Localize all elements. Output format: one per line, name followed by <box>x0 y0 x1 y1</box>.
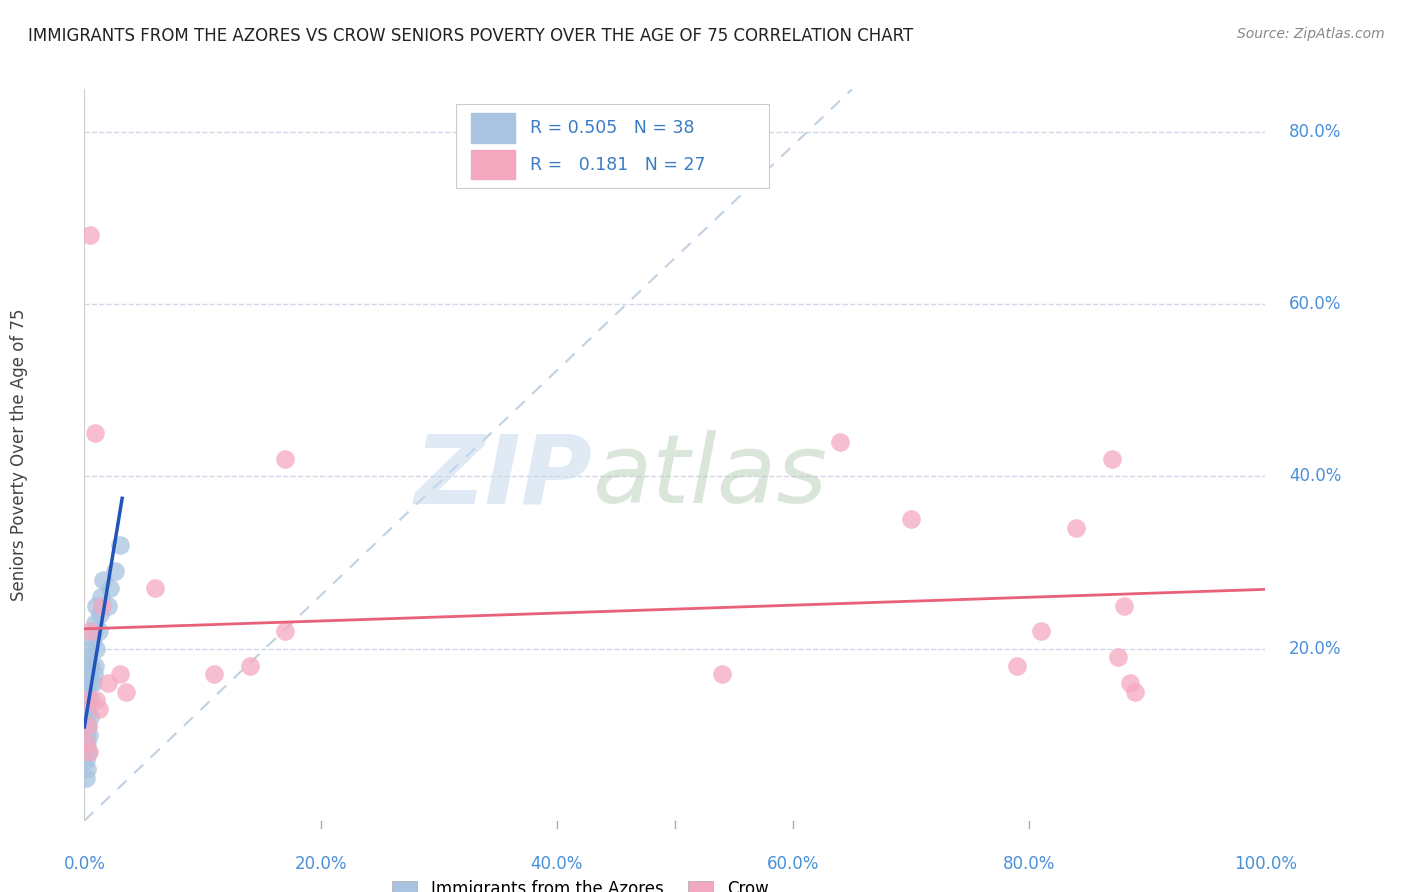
Point <box>97 676 120 690</box>
Point <box>711 667 734 681</box>
Point <box>108 667 131 681</box>
Point <box>77 658 100 673</box>
Point <box>1101 452 1123 467</box>
Text: 60.0%: 60.0% <box>1289 295 1341 313</box>
Point <box>75 736 97 750</box>
Point <box>80 693 103 707</box>
Point <box>84 658 107 673</box>
Point <box>239 658 262 673</box>
Point <box>76 650 98 665</box>
Point <box>104 564 127 578</box>
Point <box>83 624 105 639</box>
Point <box>1066 521 1088 535</box>
Point <box>77 728 100 742</box>
Point <box>143 582 166 596</box>
Point <box>77 693 100 707</box>
Text: 20.0%: 20.0% <box>1289 640 1341 657</box>
Text: 40.0%: 40.0% <box>530 855 583 873</box>
Point <box>900 512 922 526</box>
Text: R = 0.505   N = 38: R = 0.505 N = 38 <box>530 119 695 137</box>
Point <box>1029 624 1052 639</box>
Point <box>79 228 101 243</box>
Point <box>79 641 101 656</box>
Point <box>91 573 114 587</box>
Point <box>274 624 297 639</box>
Point <box>77 745 100 759</box>
Text: Source: ZipAtlas.com: Source: ZipAtlas.com <box>1237 27 1385 41</box>
Point <box>80 658 103 673</box>
Point <box>202 667 225 681</box>
Point <box>84 641 107 656</box>
Point <box>76 702 98 716</box>
Point <box>75 728 97 742</box>
Point <box>98 582 121 596</box>
Point <box>1118 676 1140 690</box>
Point <box>87 624 110 639</box>
Text: Seniors Poverty Over the Age of 75: Seniors Poverty Over the Age of 75 <box>10 309 28 601</box>
Point <box>82 632 104 647</box>
Text: 80.0%: 80.0% <box>1289 123 1341 141</box>
Text: atlas: atlas <box>592 430 827 524</box>
Point <box>84 426 107 441</box>
Point <box>114 684 136 698</box>
Text: 100.0%: 100.0% <box>1234 855 1296 873</box>
Point <box>1112 599 1135 613</box>
Point <box>1107 650 1129 665</box>
Point <box>75 753 97 767</box>
Point <box>79 624 101 639</box>
Bar <box>471 150 516 179</box>
Bar <box>471 113 516 143</box>
FancyBboxPatch shape <box>457 103 769 188</box>
Text: 20.0%: 20.0% <box>294 855 347 873</box>
Point <box>84 693 107 707</box>
Point <box>75 771 97 785</box>
Text: 40.0%: 40.0% <box>1289 467 1341 485</box>
Point <box>1007 658 1029 673</box>
Point <box>79 676 101 690</box>
Point <box>82 676 104 690</box>
Point <box>84 599 107 613</box>
Point <box>87 702 110 716</box>
Text: 80.0%: 80.0% <box>1002 855 1056 873</box>
Point <box>77 719 100 733</box>
Legend: Immigrants from the Azores, Crow: Immigrants from the Azores, Crow <box>385 873 775 892</box>
Point <box>97 599 120 613</box>
Text: 60.0%: 60.0% <box>766 855 820 873</box>
Point <box>830 435 852 450</box>
Text: IMMIGRANTS FROM THE AZORES VS CROW SENIORS POVERTY OVER THE AGE OF 75 CORRELATIO: IMMIGRANTS FROM THE AZORES VS CROW SENIO… <box>28 27 914 45</box>
Point <box>84 615 107 630</box>
Point <box>77 667 100 681</box>
Point <box>1125 684 1147 698</box>
Point <box>89 607 111 621</box>
Text: R =   0.181   N = 27: R = 0.181 N = 27 <box>530 155 706 174</box>
Text: ZIP: ZIP <box>415 430 592 524</box>
Point <box>77 693 100 707</box>
Point <box>75 710 97 724</box>
Point <box>83 667 105 681</box>
Point <box>76 736 98 750</box>
Point <box>91 599 114 613</box>
Point <box>108 538 131 552</box>
Point <box>90 590 112 604</box>
Point <box>77 719 100 733</box>
Point <box>79 710 101 724</box>
Text: 0.0%: 0.0% <box>63 855 105 873</box>
Point <box>76 762 98 776</box>
Point <box>76 676 98 690</box>
Point <box>76 693 98 707</box>
Point <box>274 452 297 467</box>
Point <box>75 745 97 759</box>
Point <box>77 745 100 759</box>
